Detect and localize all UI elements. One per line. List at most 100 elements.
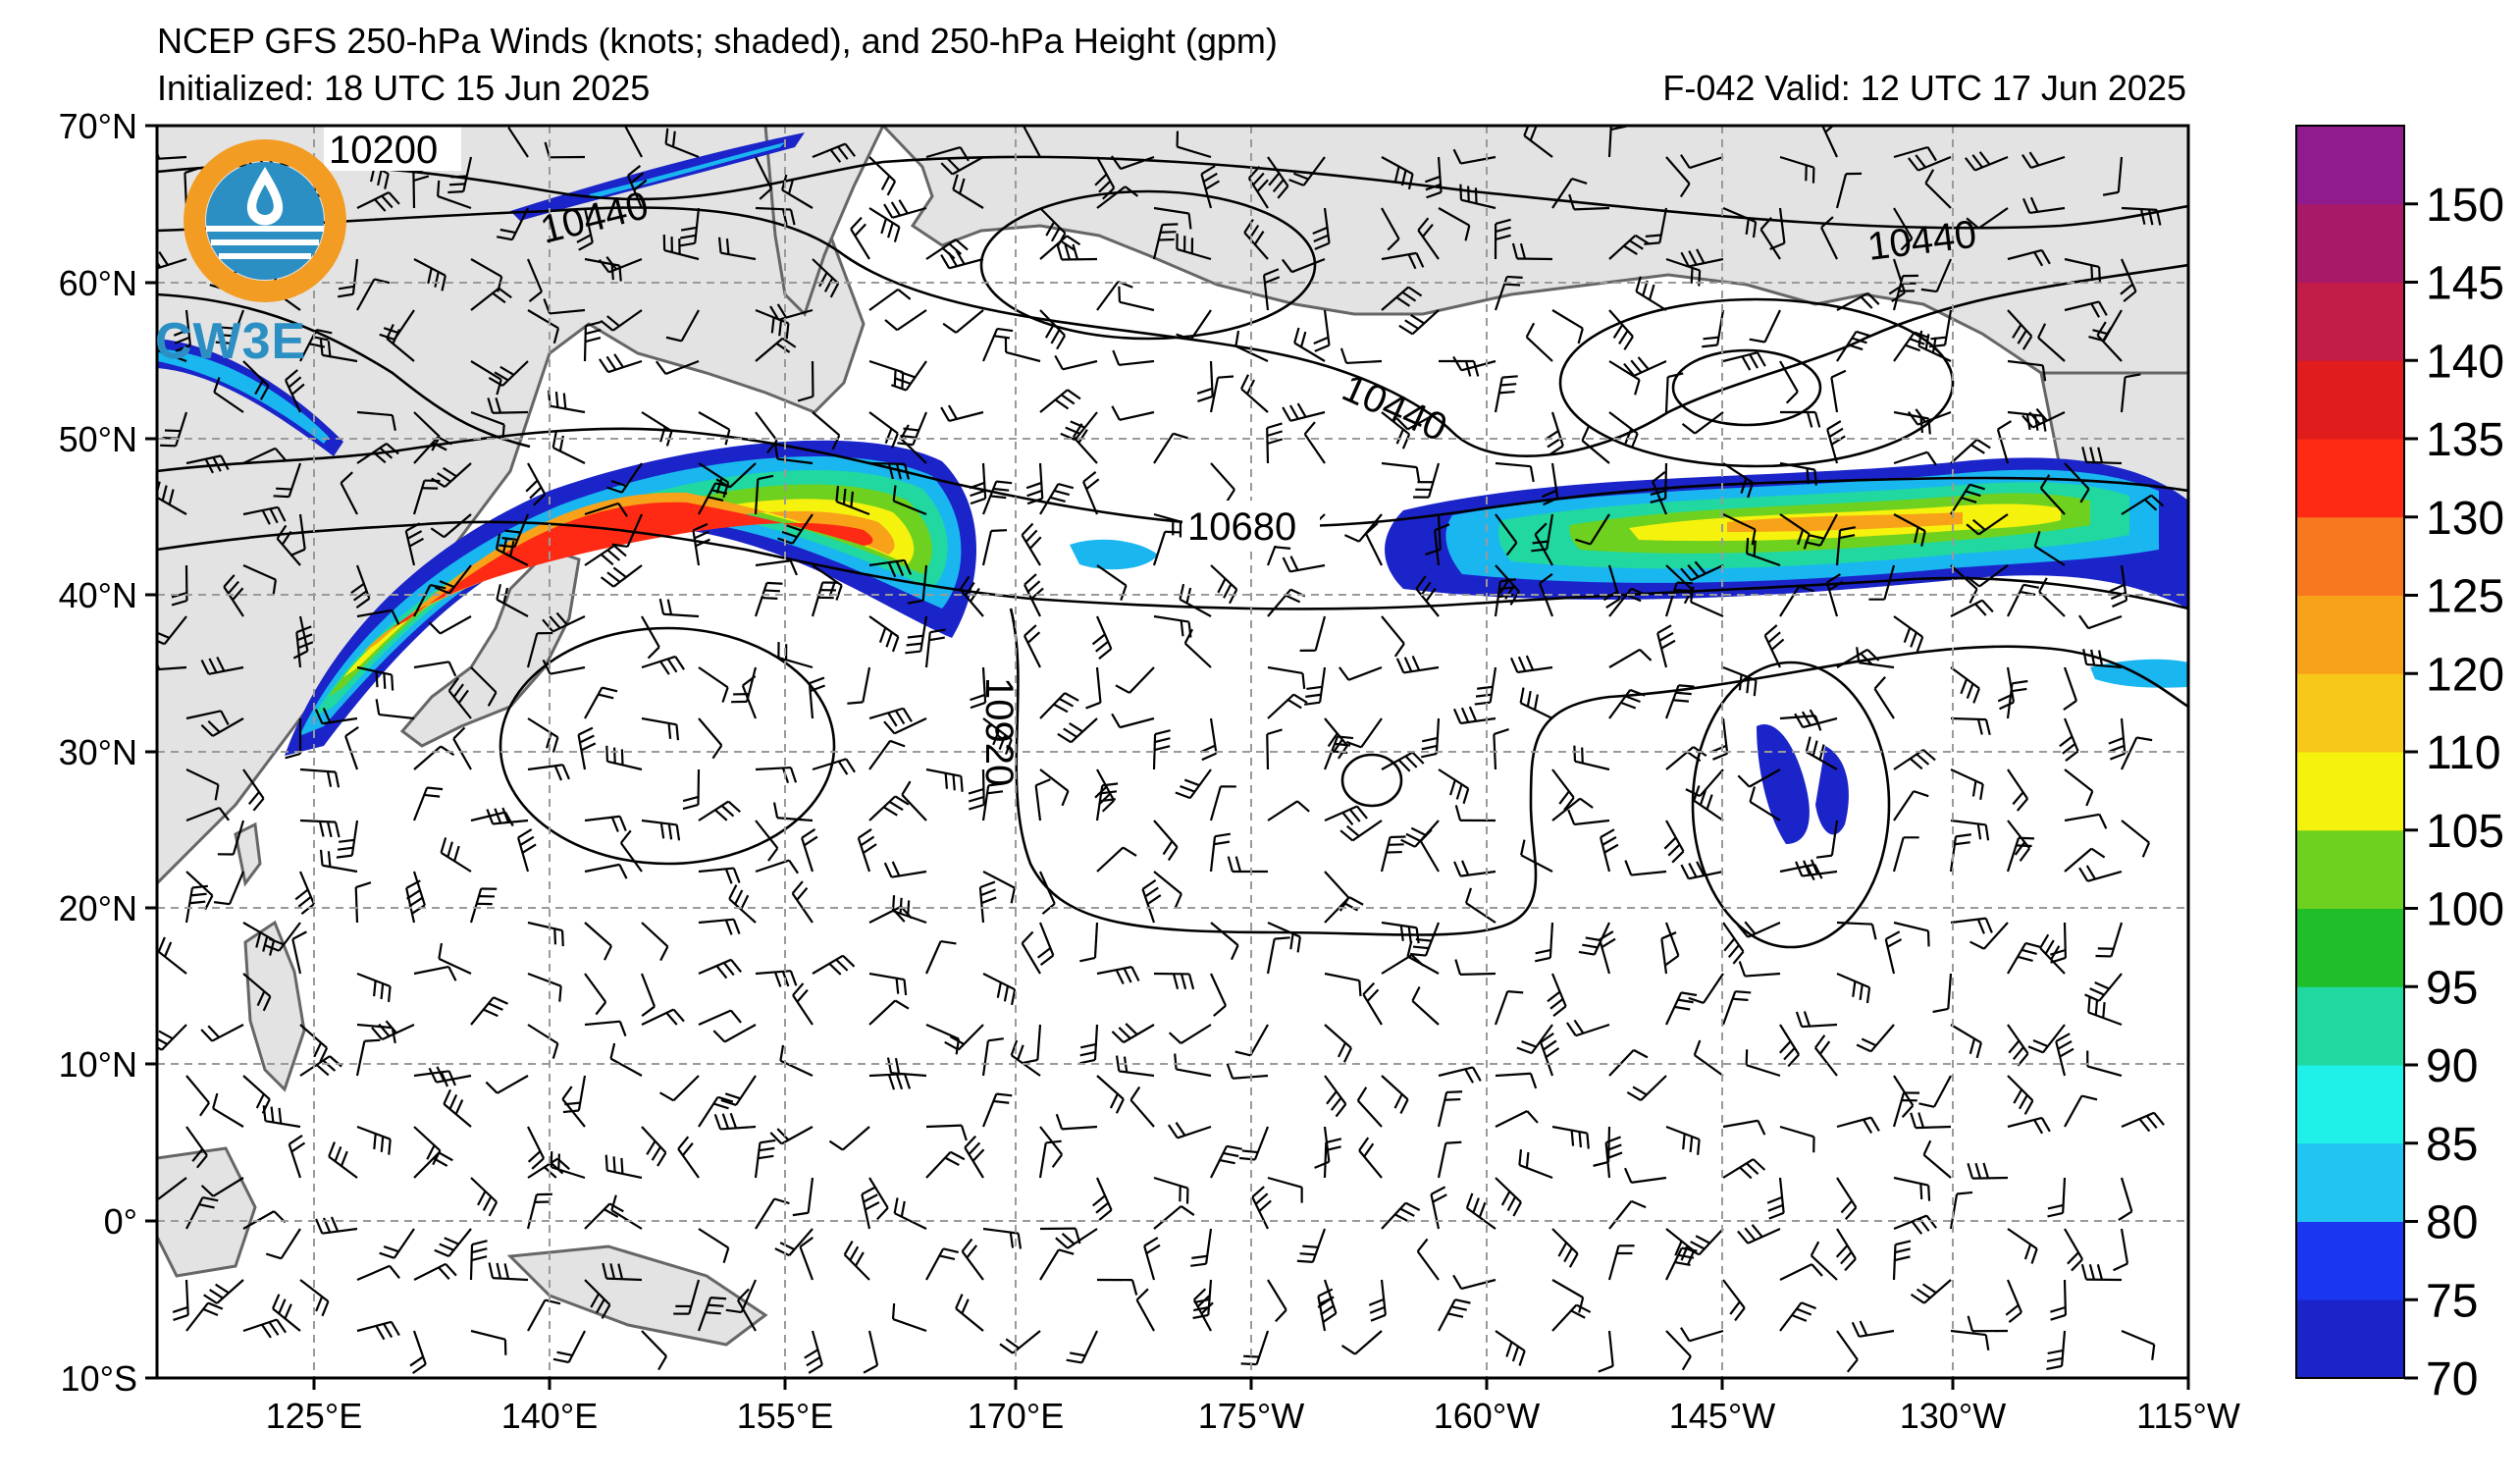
wind-barb xyxy=(624,126,643,158)
contour-label: 10920 xyxy=(977,677,1021,786)
wind-barb xyxy=(919,615,928,652)
wind-barb xyxy=(1266,427,1270,464)
wind-barb-feather xyxy=(1826,420,1842,431)
wind-barb xyxy=(577,1075,587,1111)
wind-barb-feather xyxy=(496,583,502,601)
wind-barb-feather xyxy=(1683,589,1694,605)
wind-barb-feather xyxy=(2050,945,2061,961)
wind-barb xyxy=(1407,955,1440,975)
wind-barb-feather xyxy=(773,1197,790,1205)
colorbar-tick-label: 90 xyxy=(2426,1040,2478,1092)
wind-barb-feather xyxy=(501,807,510,823)
wind-barb xyxy=(1302,156,1326,186)
wind-barb-feather xyxy=(1054,354,1064,370)
wind-barb-feather xyxy=(728,884,738,900)
wind-barb-feather xyxy=(1410,826,1427,836)
wind-barb xyxy=(755,859,790,874)
wind-barb xyxy=(626,513,644,548)
wind-barb-feather xyxy=(561,764,570,780)
wind-barb-feather xyxy=(1693,785,1701,802)
wind-barb-feather xyxy=(1635,276,1642,292)
wind-barb-feather xyxy=(1734,1307,1746,1322)
colorbar xyxy=(2295,125,2418,1380)
wind-barb-feather xyxy=(1404,755,1418,768)
wind-barb-feather xyxy=(501,536,518,542)
wind-barb-feather xyxy=(1563,1247,1573,1263)
wind-barb-feather xyxy=(884,428,893,445)
wind-barb-feather xyxy=(1045,221,1056,237)
wind-barb-feather xyxy=(2102,1002,2106,1019)
wind-barb-feather xyxy=(1969,483,1985,491)
wind-barb-feather xyxy=(1175,1122,1186,1137)
wind-barb-feather xyxy=(595,1001,607,1016)
wind-barb xyxy=(1893,513,1926,532)
wind-barb-feather xyxy=(1658,631,1674,642)
wind-barb-feather xyxy=(1345,824,1360,837)
wind-barb-feather xyxy=(1970,444,1985,454)
wind-barb-feather xyxy=(527,1150,542,1163)
wind-barb xyxy=(1950,917,1986,925)
wind-barb-feather xyxy=(890,384,907,392)
wind-barb-feather xyxy=(1976,718,1983,735)
wind-barb xyxy=(1520,702,1553,719)
wind-barb xyxy=(1924,182,1952,209)
wind-barb-feather xyxy=(2040,249,2051,265)
wind-barb xyxy=(1095,615,1113,650)
wind-barb-feather xyxy=(1415,927,1420,944)
wind-barb xyxy=(981,768,985,806)
wind-barb-feather xyxy=(1460,860,1470,876)
wind-barb-feather xyxy=(1230,944,1239,961)
wind-barb-feather xyxy=(2081,1094,2098,1101)
wind-barb-feather xyxy=(1605,598,1620,609)
wind-barb xyxy=(1323,207,1331,243)
wind-barb-feather xyxy=(959,575,971,591)
wind-barb-feather xyxy=(609,1263,616,1280)
wind-barb xyxy=(1608,234,1637,260)
wind-barb xyxy=(924,632,931,668)
wind-barb xyxy=(641,655,676,669)
wind-barb-feather xyxy=(1454,805,1462,821)
wind-barb-feather xyxy=(769,305,780,321)
wind-barb-feather xyxy=(1338,666,1350,681)
wind-barb xyxy=(1546,513,1554,550)
wind-barb xyxy=(891,870,927,878)
wind-barb-feather xyxy=(372,980,377,997)
wind-barb-feather xyxy=(497,236,513,241)
wind-barb-feather xyxy=(1465,1192,1474,1209)
wind-barb-feather xyxy=(950,1150,966,1161)
wind-barb xyxy=(470,1329,506,1341)
wind-barb-feather xyxy=(1293,327,1300,344)
wind-barb xyxy=(298,871,315,905)
wind-barb-feather xyxy=(1984,824,1990,841)
colorbar-tick-label: 140 xyxy=(2426,336,2504,388)
wind-barb-feather xyxy=(1400,838,1416,848)
wind-barb xyxy=(185,1301,209,1332)
wind-barb-feather xyxy=(157,1037,168,1045)
wind-barb xyxy=(1324,1075,1347,1105)
wind-barb-feather xyxy=(715,965,728,980)
wind-barb xyxy=(1317,1296,1327,1332)
wind-barb-feather xyxy=(1079,1042,1097,1049)
wind-barb-feather xyxy=(1091,633,1106,646)
wind-barb xyxy=(1428,462,1441,498)
wind-barb xyxy=(868,972,905,981)
wind-barb xyxy=(641,1008,674,1026)
wind-barb-feather xyxy=(608,1202,624,1213)
wind-barb xyxy=(1859,662,1895,669)
colorbar-tick-label: 145 xyxy=(2426,258,2504,310)
wind-barb-feather xyxy=(517,828,533,839)
wind-barb-feather xyxy=(1960,678,1969,695)
wind-barb-feather xyxy=(1390,835,1406,839)
wind-barb-feather xyxy=(612,566,627,578)
wind-barb xyxy=(356,1264,391,1282)
wind-barb-feather xyxy=(837,761,849,775)
wind-barb-feather xyxy=(1288,179,1304,186)
wind-barb-feather xyxy=(364,1038,381,1042)
wind-barb-feather xyxy=(955,238,969,251)
wind-barb xyxy=(1607,1245,1620,1281)
wind-barb xyxy=(1093,1024,1099,1061)
wind-barb-feather xyxy=(883,862,893,878)
wind-barb-feather xyxy=(849,1245,860,1261)
wind-barb-feather xyxy=(674,656,685,670)
wind-barb-feather xyxy=(1197,395,1213,402)
